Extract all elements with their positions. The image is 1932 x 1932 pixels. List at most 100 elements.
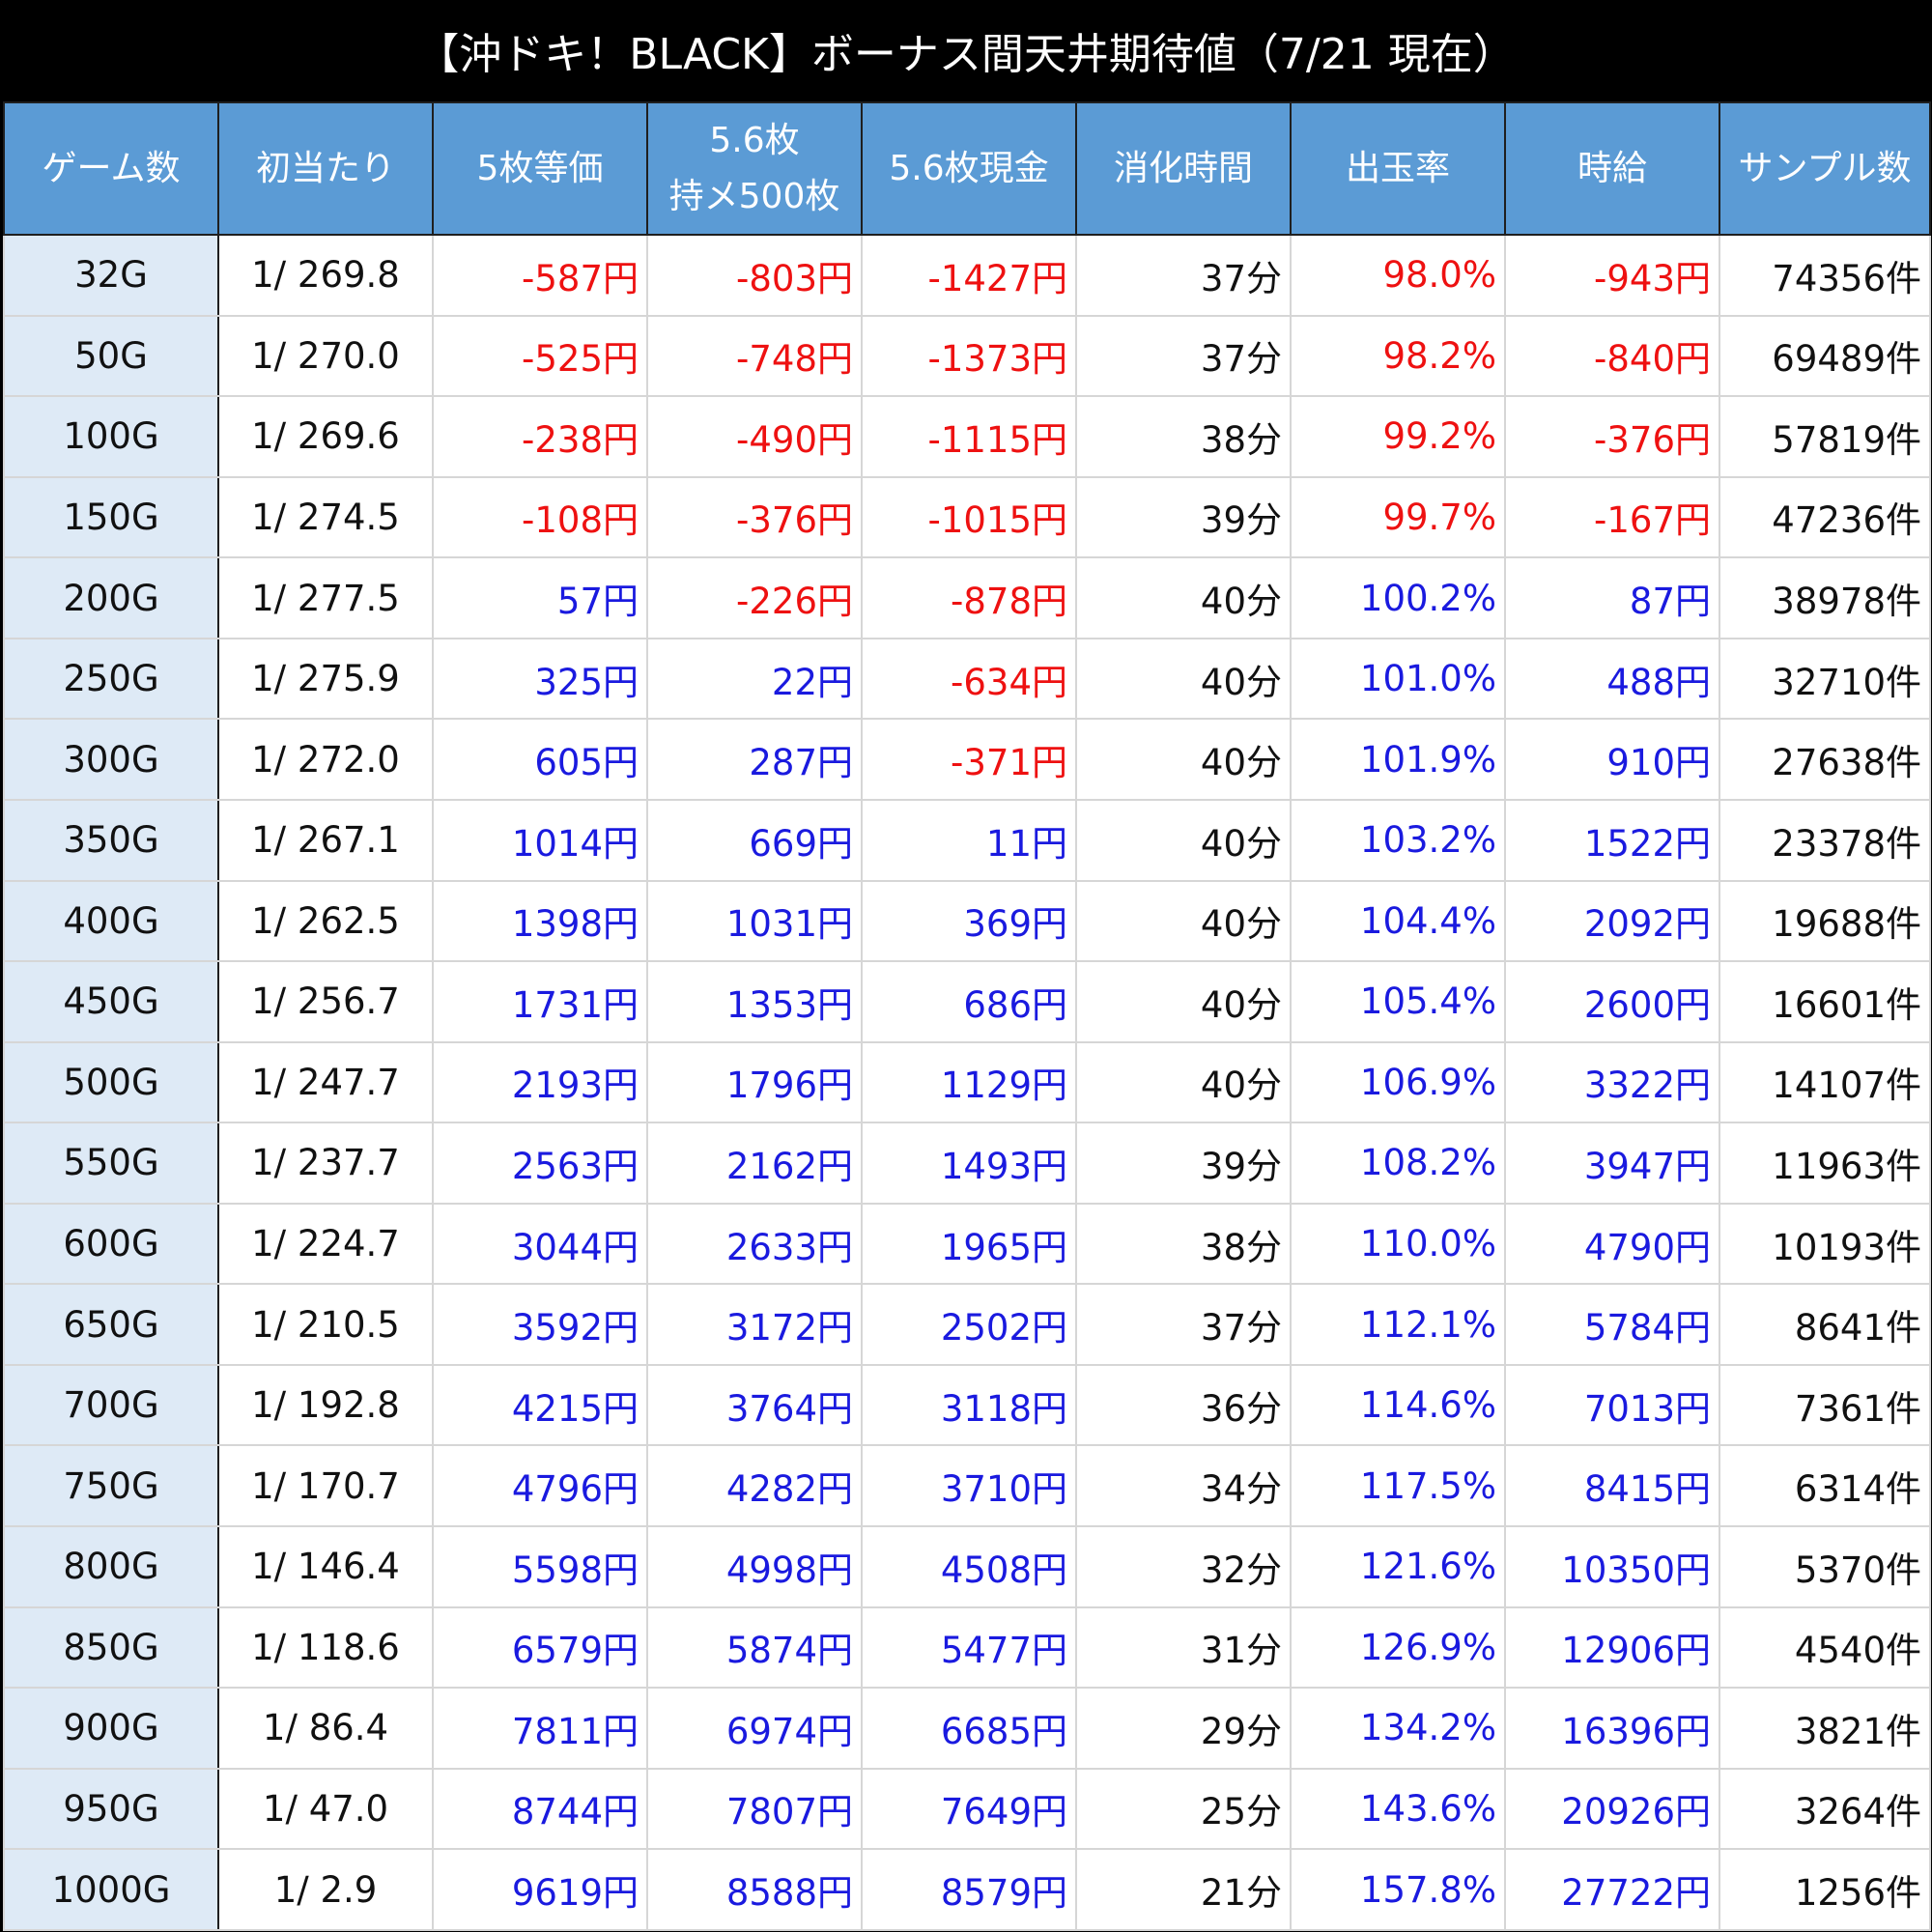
cell-ev-5-6-medal: 287円 — [646, 718, 863, 801]
cell-payout-rate: 126.9% — [1290, 1605, 1506, 1690]
cell-first-hit: 1/ 170.7 — [217, 1444, 434, 1527]
cell-sample-count: 10193件 — [1719, 1202, 1931, 1286]
cell-ev-5-6-medal: 4998円 — [646, 1525, 863, 1608]
cell-payout-rate: 105.4% — [1290, 960, 1506, 1043]
cell-ev-5-6-medal: -490円 — [646, 395, 863, 478]
cell-ev-5-6-medal: 3172円 — [646, 1283, 863, 1366]
cell-ev-5-equal: 6579円 — [432, 1605, 648, 1690]
cell-ev-5-6-cash: -634円 — [861, 637, 1077, 721]
cell-ev-5-6-medal: -226円 — [646, 556, 863, 639]
cell-first-hit: 1/ 277.5 — [217, 556, 434, 639]
cell-games: 400G — [3, 879, 219, 963]
cell-hourly: 12906円 — [1504, 1605, 1720, 1690]
cell-hourly: 910円 — [1504, 718, 1720, 801]
cell-ev-5-equal: -587円 — [432, 234, 648, 317]
cell-hourly: 3947円 — [1504, 1122, 1720, 1205]
table-row: 950G 1/ 47.0 8744円 7807円 7649円 25分 143.6% 20926… — [3, 1767, 1931, 1851]
cell-games: 200G — [3, 556, 219, 639]
cell-play-time: 36分 — [1075, 1363, 1292, 1447]
cell-ev-5-6-medal: 3764円 — [646, 1363, 863, 1447]
cell-sample-count: 16601件 — [1719, 960, 1931, 1043]
cell-ev-5-equal: 8744円 — [432, 1767, 648, 1851]
cell-games: 1000G — [3, 1848, 219, 1931]
cell-sample-count: 7361件 — [1719, 1363, 1931, 1447]
cell-hourly: 10350円 — [1504, 1525, 1720, 1608]
cell-ev-5-equal: -525円 — [432, 314, 648, 398]
cell-ev-5-equal: 4796円 — [432, 1444, 648, 1527]
cell-hourly: 8415円 — [1504, 1444, 1720, 1527]
cell-games: 300G — [3, 718, 219, 801]
cell-payout-rate: 106.9% — [1290, 1040, 1506, 1124]
expected-value-table: ゲーム数 初当たり 5枚等価 5.6枚 持メ500枚 5.6枚現金 消化時間 出玉率 時給 サンプ… — [3, 101, 1931, 1931]
cell-first-hit: 1/ 270.0 — [217, 314, 434, 398]
cell-sample-count: 32710件 — [1719, 637, 1931, 721]
cell-sample-count: 27638件 — [1719, 718, 1931, 801]
cell-games: 650G — [3, 1283, 219, 1366]
cell-hourly: 2092円 — [1504, 879, 1720, 963]
cell-ev-5-6-cash: 7649円 — [861, 1767, 1077, 1851]
column-header-play-time: 消化時間 — [1075, 101, 1292, 236]
cell-sample-count: 69489件 — [1719, 314, 1931, 398]
cell-play-time: 40分 — [1075, 718, 1292, 801]
cell-ev-5-6-cash: 369円 — [861, 879, 1077, 963]
cell-sample-count: 23378件 — [1719, 798, 1931, 882]
cell-first-hit: 1/ 192.8 — [217, 1363, 434, 1447]
cell-ev-5-6-cash: 8579円 — [861, 1848, 1077, 1931]
cell-ev-5-6-medal: -803円 — [646, 234, 863, 317]
cell-payout-rate: 100.2% — [1290, 556, 1506, 639]
cell-ev-5-6-medal: -376円 — [646, 475, 863, 559]
cell-hourly: -376円 — [1504, 395, 1720, 478]
cell-ev-5-6-medal: 2162円 — [646, 1122, 863, 1205]
cell-play-time: 31分 — [1075, 1605, 1292, 1690]
cell-play-time: 40分 — [1075, 637, 1292, 721]
cell-ev-5-6-cash: 1493円 — [861, 1122, 1077, 1205]
cell-ev-5-equal: 1398円 — [432, 879, 648, 963]
cell-ev-5-6-cash: -1427円 — [861, 234, 1077, 317]
cell-first-hit: 1/ 47.0 — [217, 1767, 434, 1851]
cell-hourly: 1522円 — [1504, 798, 1720, 882]
cell-ev-5-6-cash: -1115円 — [861, 395, 1077, 478]
table-row: 750G 1/ 170.7 4796円 4282円 3710円 34分 117.5% 8415… — [3, 1444, 1931, 1527]
table-row: 350G 1/ 267.1 1014円 669円 11円 40分 103.2% 1522円 23… — [3, 798, 1931, 882]
cell-ev-5-6-medal: 1796円 — [646, 1040, 863, 1124]
cell-payout-rate: 134.2% — [1290, 1687, 1506, 1770]
cell-payout-rate: 103.2% — [1290, 798, 1506, 882]
cell-ev-5-6-medal: 6974円 — [646, 1687, 863, 1770]
cell-hourly: 4790円 — [1504, 1202, 1720, 1286]
table-row: 1000G 1/ 2.9 9619円 8588円 8579円 21分 157.8% 27722… — [3, 1848, 1931, 1931]
cell-games: 800G — [3, 1525, 219, 1608]
cell-payout-rate: 101.9% — [1290, 718, 1506, 801]
cell-ev-5-6-cash: 686円 — [861, 960, 1077, 1043]
cell-sample-count: 3264件 — [1719, 1767, 1931, 1851]
header-row: ゲーム数 初当たり 5枚等価 5.6枚 持メ500枚 5.6枚現金 消化時間 出玉率 時給 サンプ… — [3, 101, 1931, 236]
cell-ev-5-equal: -238円 — [432, 395, 648, 478]
cell-ev-5-6-cash: 5477円 — [861, 1605, 1077, 1690]
cell-first-hit: 1/ 269.8 — [217, 234, 434, 317]
table-row: 650G 1/ 210.5 3592円 3172円 2502円 37分 112.1% 5784… — [3, 1283, 1931, 1366]
cell-play-time: 34分 — [1075, 1444, 1292, 1527]
cell-sample-count: 38978件 — [1719, 556, 1931, 639]
cell-hourly: 16396円 — [1504, 1687, 1720, 1770]
cell-play-time: 32分 — [1075, 1525, 1292, 1608]
cell-ev-5-6-cash: 2502円 — [861, 1283, 1077, 1366]
cell-ev-5-equal: -108円 — [432, 475, 648, 559]
cell-play-time: 38分 — [1075, 395, 1292, 478]
cell-first-hit: 1/ 2.9 — [217, 1848, 434, 1931]
column-header-ev-5-equal: 5枚等価 — [432, 101, 648, 236]
cell-play-time: 37分 — [1075, 314, 1292, 398]
cell-sample-count: 8641件 — [1719, 1283, 1931, 1366]
cell-first-hit: 1/ 210.5 — [217, 1283, 434, 1366]
cell-games: 450G — [3, 960, 219, 1043]
column-header-payout-rate: 出玉率 — [1290, 101, 1506, 236]
cell-sample-count: 6314件 — [1719, 1444, 1931, 1527]
cell-games: 600G — [3, 1202, 219, 1286]
cell-ev-5-6-medal: 1353円 — [646, 960, 863, 1043]
cell-first-hit: 1/ 118.6 — [217, 1605, 434, 1690]
cell-hourly: -840円 — [1504, 314, 1720, 398]
cell-ev-5-equal: 1731円 — [432, 960, 648, 1043]
cell-games: 850G — [3, 1605, 219, 1690]
cell-hourly: 27722円 — [1504, 1848, 1720, 1931]
cell-sample-count: 57819件 — [1719, 395, 1931, 478]
cell-hourly: 2600円 — [1504, 960, 1720, 1043]
cell-sample-count: 74356件 — [1719, 234, 1931, 317]
